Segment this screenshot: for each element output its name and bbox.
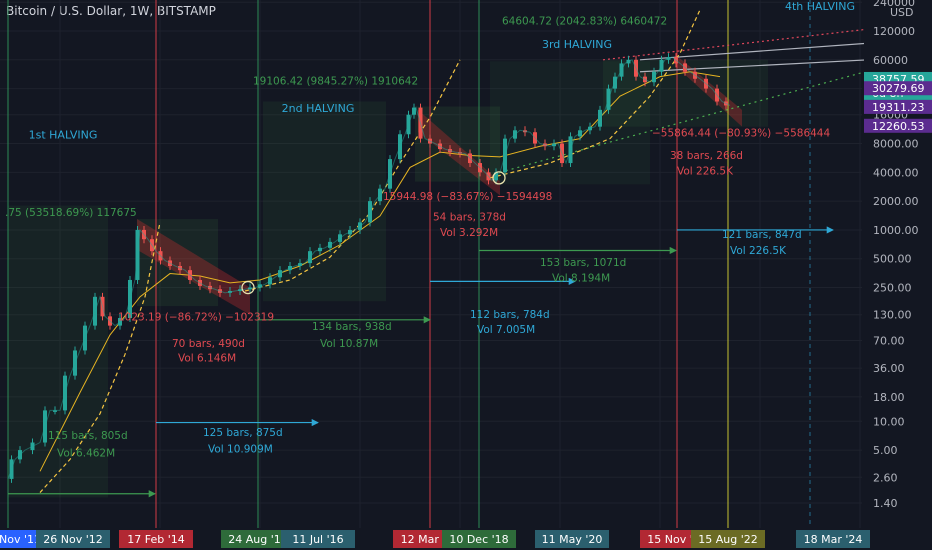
x-date-text: 11 May '20 (542, 533, 603, 546)
halving-label: 1st HALVING (29, 129, 98, 142)
x-date-text: 17 Feb '14 (127, 533, 185, 546)
annotation-label: 1023.19 (−86.72%) −102319 (118, 312, 274, 324)
y-tick-label: 120000 (873, 25, 915, 38)
x-date-text: 24 Aug '15 (228, 533, 288, 546)
price-tag-bg (864, 99, 932, 114)
x-date-bg (36, 530, 110, 548)
y-tick-label: 130.00 (873, 309, 912, 322)
x-date-text: 26 Nov '12 (43, 533, 102, 546)
price-tag-bg (864, 81, 932, 96)
x-date-text: 10 Dec '18 (449, 533, 508, 546)
halving-label: 4th HALVING (785, 0, 855, 13)
y-tick-label: 36.00 (873, 362, 905, 375)
x-date-text: Nov '11 (0, 533, 41, 546)
annotation-label: 70 bars, 490d (172, 338, 245, 350)
y-tick-label: 1000.00 (873, 224, 919, 237)
annotation-label: 112 bars, 784d (470, 309, 550, 321)
annotation-label: −55864.44 (−80.93%) −5586444 (652, 127, 830, 139)
trend-ray (499, 52, 932, 173)
x-date-text: 15 Aug '22 (698, 533, 758, 546)
x-date-text: 18 Mar '24 (804, 533, 863, 546)
annotation-label: 121 bars, 847d (722, 229, 802, 241)
x-date-bg (691, 530, 765, 548)
annotation-label: 134 bars, 938d (312, 321, 392, 333)
x-date-label: 11 Jul '16 (281, 530, 355, 548)
price-line (7, 56, 731, 480)
x-date-label: 15 Aug '22 (691, 530, 765, 548)
y-tick-label: 10.00 (873, 415, 905, 428)
currency-label: USD (890, 6, 914, 19)
bottom-marker-circle (241, 280, 255, 295)
price-tag-bg (864, 118, 932, 133)
halving-label: 3rd HALVING (542, 38, 612, 51)
x-date-bg (281, 530, 355, 548)
y-tick-label: 8000.00 (873, 138, 919, 151)
annotation-label: Vol 6.462M (57, 447, 115, 459)
x-date-label: Nov '11 (0, 530, 48, 548)
grid-layer (0, 0, 862, 528)
annotation-label: 64604.72 (2042.83%) 6460472 (502, 16, 667, 28)
annotation-label: 54 bars, 378d (433, 212, 506, 224)
x-date-bg (119, 530, 193, 548)
x-date-label: 18 Mar '24 (796, 530, 870, 548)
range-box (137, 219, 218, 307)
annotation-label: Vol 10.909M (208, 444, 273, 456)
annotation-label: .75 (53518.69%) 117675 (5, 207, 137, 219)
range-box (8, 205, 108, 498)
x-date-label: 26 Nov '12 (36, 530, 110, 548)
annotation-label: 38 bars, 266d (670, 150, 743, 162)
y-tick-label: 4000.00 (873, 166, 919, 179)
annotation-label: Vol 8.194M (552, 272, 610, 284)
range-box (263, 101, 386, 302)
x-date-text: 11 Jul '16 (292, 533, 343, 546)
chart-title: Bitcoin / U.S. Dollar, 1W, BITSTAMP (6, 4, 216, 18)
y-tick-label: 500.00 (873, 253, 912, 266)
price-tag-text: 12260.53 (872, 120, 925, 133)
annotation-label: Vol 3.292M (440, 227, 498, 239)
annotation-label: Vol 226.5K (730, 245, 787, 257)
annotation-label: Vol 10.87M (320, 338, 378, 350)
price-tag-text: 30279.69 (872, 82, 925, 95)
candle-body (53, 410, 57, 412)
y-tick-label: 5.00 (873, 444, 898, 457)
y-tick-label: 18.00 (873, 391, 905, 404)
x-date-bg (221, 530, 295, 548)
moving-average-line (39, 71, 721, 472)
y-tick-label: 2000.00 (873, 195, 919, 208)
price-label-tag: 19311.23 (864, 99, 932, 114)
x-date-label: 17 Feb '14 (119, 530, 193, 548)
price-label-tag: 12260.53 (864, 118, 932, 133)
y-tick-label: 1.40 (873, 497, 898, 510)
growth-curve (489, 9, 701, 179)
x-date-label: 11 May '20 (535, 530, 609, 548)
range-box (415, 106, 500, 182)
annotation-label: 153 bars, 1071d (540, 257, 626, 269)
growth-curve (39, 222, 161, 493)
annotation-label: Vol 7.005M (477, 324, 535, 336)
y-tick-label: 70.00 (873, 334, 905, 347)
x-date-bg (0, 530, 48, 548)
y-tick-label: 240000 (873, 0, 915, 9)
annotation-label: Vol 6.146M (178, 353, 236, 365)
x-date-bg (535, 530, 609, 548)
annotation-label: Vol 226.5K (677, 165, 734, 177)
price-tag-text: 19311.23 (872, 101, 925, 114)
x-date-label: 24 Aug '15 (221, 530, 295, 548)
y-tick-label: 2.60 (873, 471, 898, 484)
annotation-label: 19106.42 (9845.27%) 1910642 (253, 76, 418, 88)
halving-label: 2nd HALVING (282, 102, 355, 115)
price-label-tag: 30279.69 (864, 81, 932, 96)
annotation-label: 15944.98 (−83.67%) −1594498 (383, 191, 552, 203)
y-tick-label: 250.00 (873, 282, 912, 295)
annotation-label: 125 bars, 875d (203, 427, 283, 439)
x-date-bg (442, 530, 516, 548)
annotation-label: 115 bars, 805d (48, 430, 128, 442)
bottom-marker-circle (492, 171, 506, 185)
y-tick-label: 60000 (873, 54, 908, 67)
x-date-label: 10 Dec '18 (442, 530, 516, 548)
x-date-bg (796, 530, 870, 548)
